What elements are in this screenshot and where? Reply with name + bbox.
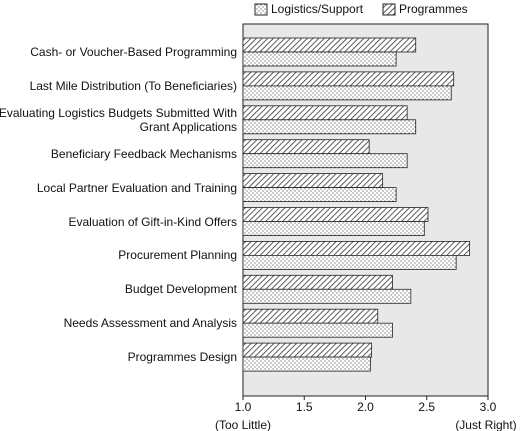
- x-tick-label: 2.5: [418, 400, 435, 414]
- bar: [242, 288, 412, 304]
- bar: [242, 342, 373, 358]
- bar: [242, 187, 397, 203]
- bar: [242, 173, 384, 189]
- legend-swatch: [382, 3, 396, 16]
- legend-swatch: [254, 3, 268, 16]
- bar: [242, 105, 408, 121]
- legend-label: Programmes: [399, 2, 468, 16]
- legend-label: Logistics/Support: [271, 2, 364, 16]
- bar: [242, 308, 379, 324]
- x-tick-label: 3.0: [480, 400, 497, 414]
- bar: [242, 71, 455, 87]
- bar: [242, 221, 425, 236]
- y-tick-label: Procurement Planning: [118, 248, 237, 263]
- y-tick-label: Beneficiary Feedback Mechanisms: [50, 146, 237, 161]
- bar: [242, 322, 393, 338]
- annotation: (Too Little): [215, 418, 271, 431]
- x-tick-label: 2.0: [357, 400, 374, 414]
- y-tick-label: Local Partner Evaluation and Training: [36, 180, 237, 195]
- bar: [242, 254, 457, 270]
- y-tick-label: Programmes Design: [127, 350, 237, 365]
- bar: [242, 356, 371, 372]
- bar: [242, 274, 393, 290]
- bar: [242, 139, 370, 155]
- annotation: (Just Right): [455, 418, 516, 431]
- y-tick-label: Last Mile Distribution (To Beneficiaries…: [29, 78, 237, 93]
- bar: [242, 207, 429, 222]
- x-tick-label: 1.0: [235, 400, 252, 414]
- y-tick-label: Budget Development: [124, 282, 237, 297]
- bar: [242, 119, 417, 135]
- bar: [242, 85, 452, 101]
- x-tick-label: 1.5: [296, 400, 313, 414]
- y-tick-label: Needs Assessment and Analysis: [63, 316, 237, 331]
- bar: [242, 153, 408, 169]
- bar: [242, 240, 471, 256]
- bar: [242, 51, 397, 67]
- y-tick-label: Cash- or Voucher-Based Programming: [30, 45, 237, 59]
- y-tick-label: Evaluation of Gift-in-Kind Offers: [68, 214, 237, 229]
- bar: [242, 37, 417, 53]
- y-tick-label: Evaluating Logistics Budgets Submitted W…: [0, 105, 237, 134]
